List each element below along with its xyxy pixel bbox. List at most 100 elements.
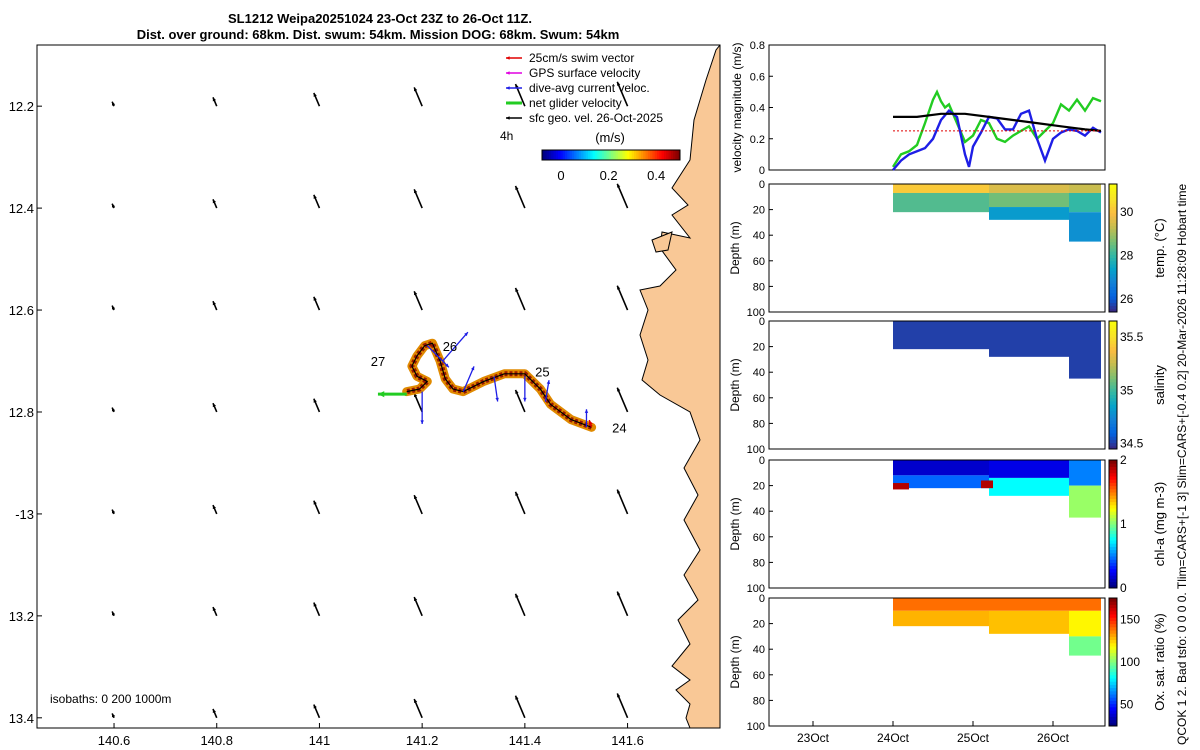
- section-colorbar-cell: [1109, 222, 1117, 227]
- section-colorbar-cell: [1109, 445, 1117, 450]
- section-colorbar-cell: [1109, 690, 1117, 695]
- colorbar-tick-label: 0.2: [600, 168, 618, 183]
- section-colorbar-cell: [1109, 184, 1117, 188]
- section-y-tick-label: 20: [753, 342, 765, 354]
- section-colorbar-cell: [1109, 228, 1117, 233]
- section-colorbar-cell: [1109, 292, 1117, 297]
- velocity-series-sfc_geo: [893, 112, 1102, 132]
- section-colorbar-cell: [1109, 206, 1117, 211]
- section-colorbar-cell: [1109, 703, 1117, 708]
- section-colorbar-cell: [1109, 488, 1117, 493]
- section-colorbar-cell: [1109, 260, 1117, 265]
- section-y-tick-label: 0: [759, 593, 765, 605]
- section-colorbar-cell: [1109, 626, 1117, 631]
- section-cell: [989, 184, 1069, 193]
- section-colorbar-cell: [1109, 498, 1117, 503]
- section-colorbar-cell: [1109, 365, 1117, 370]
- section-colorbar-cell: [1109, 283, 1117, 287]
- section-colorbar-cell: [1109, 321, 1117, 325]
- colorbar-cell: [636, 150, 640, 160]
- section-colorbar-cell: [1109, 417, 1117, 421]
- section-y-tick-label: 60: [753, 256, 765, 268]
- colorbar-cell: [560, 150, 564, 160]
- dive-avg-vector: [523, 376, 527, 402]
- geo-vector: [514, 491, 526, 515]
- map-y-tick-label: 12.4: [9, 201, 34, 216]
- section-cell: [893, 184, 989, 193]
- section-border: [768, 459, 1106, 589]
- map-background: [37, 45, 720, 728]
- geo-vector: [111, 611, 116, 617]
- map-y-tick-label: -13: [15, 507, 34, 522]
- track-day-label: 25: [535, 364, 549, 379]
- section-colorbar-cell: [1109, 658, 1117, 663]
- section-colorbar-cell: [1109, 372, 1117, 376]
- section-colorbar-cell: [1109, 710, 1117, 714]
- title-line-2: Dist. over ground: 68km. Dist. swum: 54k…: [137, 27, 620, 42]
- section-colorbar-cell: [1109, 533, 1117, 538]
- colorbar-cell: [585, 150, 589, 160]
- land-mass: [639, 45, 720, 728]
- section-colorbar-cell: [1109, 572, 1117, 576]
- section-colorbar-cell: [1109, 190, 1117, 195]
- colorbar-cell: [677, 150, 681, 160]
- section-border: [768, 320, 1106, 450]
- colorbar-cell: [604, 150, 607, 160]
- section-colorbar-cell: [1109, 607, 1117, 612]
- section-colorbar-cell: [1109, 559, 1117, 563]
- colorbar-cell: [581, 150, 584, 160]
- geo-vector: [313, 398, 321, 413]
- section-colorbar-tick-label: 26: [1120, 292, 1134, 306]
- colorbar-cell: [620, 150, 623, 160]
- section-y-tick-label: 20: [753, 481, 765, 493]
- section-colorbar-cell: [1109, 630, 1117, 634]
- section-colorbar-cell: [1109, 463, 1117, 467]
- section-y-tick-label: 40: [753, 367, 765, 379]
- section-colorbar-cell: [1109, 324, 1117, 328]
- velocity-y-tick-label: 0.8: [750, 40, 765, 52]
- section-colorbar-cell: [1109, 642, 1117, 647]
- section-colorbar-cell: [1109, 495, 1117, 499]
- section-colorbar-label: temp. (°C): [1152, 218, 1167, 277]
- geo-vector: [111, 101, 116, 107]
- section-cell: [893, 598, 1101, 611]
- island: [651, 231, 673, 253]
- colorbar-cell: [640, 150, 644, 160]
- colorbar-cell: [548, 150, 552, 160]
- geo-vector: [212, 708, 218, 719]
- geo-vector-field: [111, 81, 629, 719]
- legend-swatch-swim: [506, 56, 522, 60]
- section-colorbar-cell: [1109, 722, 1117, 727]
- section-colorbar-cell: [1109, 674, 1117, 679]
- section-colorbar-cell: [1109, 388, 1117, 392]
- section-cell: [893, 475, 989, 489]
- side-note: QCOK 1 2. Bad tsfo: 0 0 0 0. Tlim=CARS+[…: [1175, 184, 1189, 745]
- geo-vector: [413, 698, 423, 719]
- section-colorbar-cell: [1109, 362, 1117, 367]
- colorbar-cell: [599, 150, 603, 160]
- section-colorbar-cell: [1109, 665, 1117, 669]
- section-colorbar-cell: [1109, 536, 1117, 541]
- velocity-panel: 0 0.2 0.4 0.6 0.8 velocity magnitude (m/s): [730, 40, 1106, 177]
- dive-avg-vector: [426, 345, 450, 368]
- velocity-series-net: [891, 89, 1102, 168]
- section-y-tick-label: 100: [747, 583, 765, 595]
- legend-label-sfc_geo: sfc geo. vel. 26-Oct-2025: [529, 111, 663, 125]
- section-colorbar-frame: [1108, 183, 1118, 313]
- section-cell: [1069, 184, 1101, 193]
- section-colorbar-cell: [1109, 719, 1117, 724]
- colorbar-cell: [673, 150, 676, 160]
- section-y-tick-label: 40: [753, 230, 765, 242]
- geo-vector: [212, 402, 218, 413]
- section-colorbar-cell: [1109, 575, 1117, 579]
- section-y-label: Depth (m): [728, 497, 742, 550]
- map-y-axis: 12.2 12.4 12.6 12.8 -13 13.2 13.4: [9, 99, 42, 726]
- section-cell: [893, 460, 989, 476]
- section-cell: [989, 477, 1069, 496]
- section-colorbar-tick-label: 35: [1120, 383, 1134, 397]
- section-cell: [1069, 610, 1101, 637]
- map-y-tick-label: 12.2: [9, 99, 34, 114]
- section-colorbar-cell: [1109, 244, 1117, 249]
- glider-track: [377, 338, 597, 432]
- section-colorbar-tick-label: 35.5: [1120, 330, 1144, 344]
